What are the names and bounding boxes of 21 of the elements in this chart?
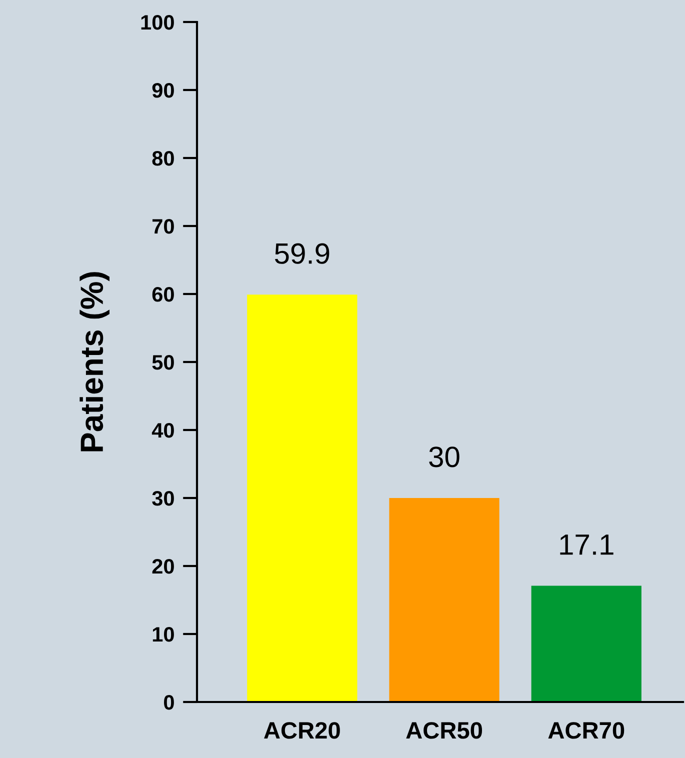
y-tick-label: 30 xyxy=(152,491,174,506)
y-tick-label: 10 xyxy=(152,627,174,642)
y-tick-label: 0 xyxy=(164,695,174,710)
y-tick-label: 90 xyxy=(152,83,174,98)
y-axis-title: Patients (%) xyxy=(80,272,110,452)
x-tick-label: ACR20 xyxy=(264,722,340,739)
y-tick-label: 60 xyxy=(152,287,174,302)
x-tick-label: ACR50 xyxy=(406,722,482,739)
y-tick-label: 50 xyxy=(152,355,174,370)
data-label: 30 xyxy=(429,446,460,468)
y-tick-label: 100 xyxy=(141,15,174,30)
bar xyxy=(389,498,500,702)
data-label: 17.1 xyxy=(560,534,614,555)
y-tick-label: 70 xyxy=(152,219,174,234)
bar xyxy=(247,294,358,702)
y-tick-label: 40 xyxy=(152,423,174,438)
y-tick-label: 20 xyxy=(152,559,174,574)
x-tick-label: ACR70 xyxy=(548,722,624,739)
data-label: 59.9 xyxy=(274,243,330,264)
y-tick-label: 80 xyxy=(152,151,174,166)
bar xyxy=(531,586,642,702)
